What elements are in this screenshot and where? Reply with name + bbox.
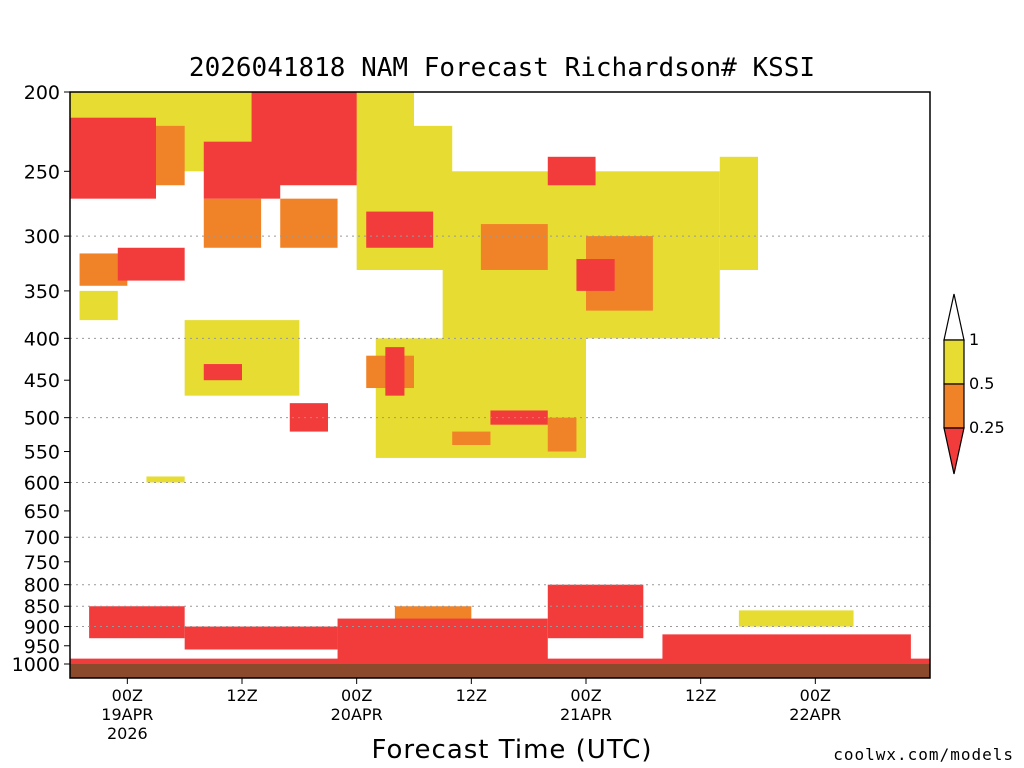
x-tick-label: 00Z bbox=[112, 686, 143, 705]
x-tick-date: 20APR bbox=[331, 705, 383, 724]
y-tick-label: 800 bbox=[24, 575, 60, 597]
y-tick-label: 1000 bbox=[12, 654, 60, 676]
colorbar-swatch bbox=[943, 339, 965, 385]
colorbar-label: 0.5 bbox=[969, 374, 994, 393]
x-tick-date: 21APR bbox=[560, 705, 612, 724]
ri-region-level-1 bbox=[662, 634, 911, 661]
ri-region-level-2 bbox=[452, 431, 491, 446]
ground-surface bbox=[70, 664, 930, 678]
ri-region-level-1 bbox=[289, 403, 328, 432]
x-tick-label: 12Z bbox=[685, 686, 716, 705]
y-tick-label: 350 bbox=[24, 281, 60, 303]
x-tick-year: 2026 bbox=[107, 724, 148, 743]
colorbar-label: 1 bbox=[969, 330, 979, 349]
x-tick-date: 19APR bbox=[101, 705, 153, 724]
ri-region-level-3 bbox=[184, 320, 300, 396]
y-tick-label: 950 bbox=[24, 636, 60, 658]
colorbar: 1 0.5 0.25 bbox=[943, 293, 1005, 475]
x-tick-label: 00Z bbox=[800, 686, 831, 705]
x-tick-label: 12Z bbox=[456, 686, 487, 705]
ri-region-level-1 bbox=[117, 247, 185, 281]
ri-region-level-3 bbox=[738, 610, 854, 627]
colorbar-swatch bbox=[943, 383, 965, 429]
x-tick-label: 00Z bbox=[341, 686, 372, 705]
y-tick-label: 200 bbox=[24, 82, 60, 104]
ri-region-level-1 bbox=[547, 584, 644, 639]
ri-region-level-2 bbox=[480, 224, 548, 270]
y-tick-label: 700 bbox=[24, 527, 60, 549]
ri-region-level-2 bbox=[280, 198, 338, 248]
ri-region-level-1 bbox=[203, 364, 242, 381]
ri-region-level-1 bbox=[70, 658, 930, 664]
x-tick-label: 12Z bbox=[226, 686, 257, 705]
ri-region-level-2 bbox=[203, 198, 262, 248]
ri-region-level-2 bbox=[547, 417, 577, 452]
y-tick-label: 450 bbox=[24, 370, 60, 392]
y-tick-label: 600 bbox=[24, 472, 60, 494]
colorbar-top-arrow bbox=[943, 293, 965, 341]
x-tick-label: 00Z bbox=[570, 686, 601, 705]
ri-region-level-3 bbox=[146, 476, 185, 483]
x-axis-label: Forecast Time (UTC) bbox=[371, 735, 652, 765]
ri-region-level-1 bbox=[184, 626, 338, 650]
chart-title: 2026041818 NAM Forecast Richardson# KSSI bbox=[189, 53, 815, 83]
y-tick-label: 850 bbox=[24, 596, 60, 618]
y-tick-label: 650 bbox=[24, 501, 60, 523]
ri-region-level-1 bbox=[337, 618, 548, 661]
ri-region-level-3 bbox=[719, 156, 758, 270]
ri-region-level-1 bbox=[251, 92, 357, 186]
y-tick-label: 400 bbox=[24, 328, 60, 350]
x-tick-date: 22APR bbox=[789, 705, 841, 724]
colorbar-label: 0.25 bbox=[969, 418, 1005, 437]
heatmap-cells bbox=[70, 92, 930, 664]
ri-region-level-3 bbox=[79, 290, 118, 321]
plot-frame bbox=[69, 91, 931, 679]
ri-region-level-3 bbox=[356, 125, 453, 270]
ri-region-level-1 bbox=[490, 410, 548, 425]
ri-region-level-1 bbox=[385, 347, 405, 396]
ri-region-level-1 bbox=[547, 156, 596, 186]
ri-region-level-1 bbox=[70, 117, 156, 199]
y-tick-label: 750 bbox=[24, 552, 60, 574]
y-axis: 200 250 300 350 400 450 500 550 600 650 700 7508008… bbox=[12, 82, 70, 676]
y-tick-label: 250 bbox=[24, 161, 60, 183]
y-tick-label: 550 bbox=[24, 442, 60, 464]
credit-text: coolwx.com/models bbox=[833, 745, 1014, 764]
colorbar-bottom-arrow bbox=[943, 427, 965, 475]
y-tick-label: 300 bbox=[24, 226, 60, 248]
y-tick-label: 500 bbox=[24, 408, 60, 430]
y-tick-label: 900 bbox=[24, 617, 60, 639]
ri-region-level-1 bbox=[366, 211, 434, 248]
ri-region-level-1 bbox=[89, 606, 185, 639]
ri-region-level-1 bbox=[576, 259, 615, 291]
